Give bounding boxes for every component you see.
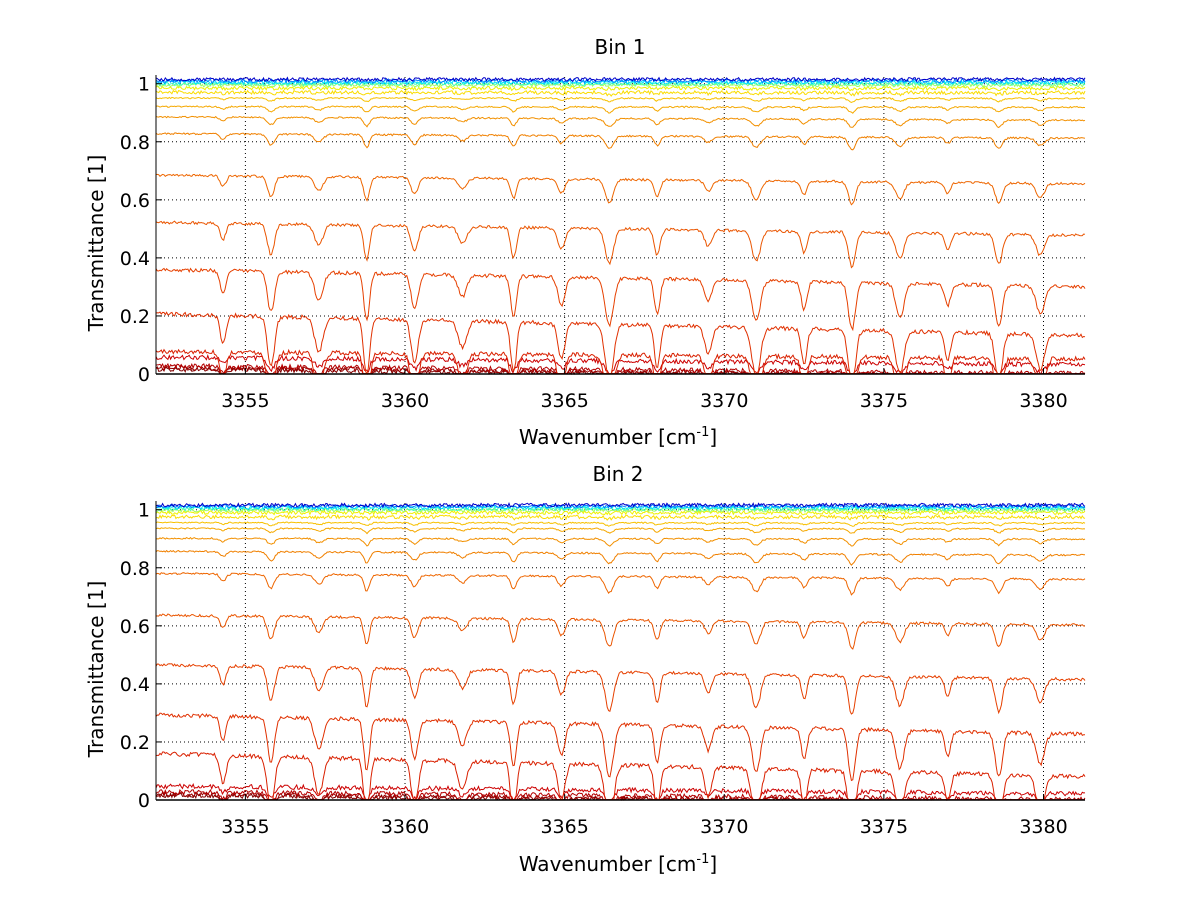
series-line: [155, 509, 1086, 516]
series-line: [155, 362, 1086, 376]
axes-frame: [155, 501, 1085, 801]
x-axis-label: Wavenumber [cm-1]: [519, 852, 717, 876]
y-tick-label: 1: [138, 500, 150, 522]
y-tick-label: 0.2: [120, 306, 150, 328]
series-line: [155, 220, 1086, 269]
series-line: [155, 267, 1086, 332]
series-line: [155, 89, 1086, 97]
x-tick-label: 3380: [1019, 390, 1067, 412]
series-line: [155, 76, 1086, 83]
tick-labels: 3355 3360 3365 3370 3375 3380 0 0.2 0.4 0.6 0.8 1: [120, 500, 1068, 838]
series-line: [155, 549, 1086, 566]
series-line: [155, 751, 1086, 801]
y-tick-label: 0.6: [120, 190, 150, 212]
y-axis-label: Transmittance [1]: [84, 155, 108, 333]
y-tick-label: 0.8: [120, 558, 150, 580]
series-line: [155, 132, 1086, 151]
x-tick-label: 3355: [221, 816, 269, 838]
series-line: [155, 572, 1086, 596]
y-axis-label: Transmittance [1]: [84, 581, 108, 759]
series-line: [155, 513, 1086, 521]
series-line: [155, 502, 1086, 508]
x-tick-label: 3370: [700, 390, 748, 412]
series-line: [155, 712, 1085, 782]
panel-bin-2: Bin 2 3355 3360 3365 3370 3375 3380 0 0.2 0.4 0.6…: [84, 462, 1086, 876]
series-group: [155, 502, 1086, 802]
x-tick-label: 3370: [700, 816, 748, 838]
panel-title: Bin 2: [592, 462, 643, 486]
series-line: [155, 503, 1086, 510]
series-line: [155, 783, 1086, 802]
x-tick-label: 3360: [381, 390, 429, 412]
series-line: [155, 96, 1086, 103]
series-line: [155, 536, 1086, 547]
y-tick-label: 1: [138, 74, 150, 96]
y-tick-label: 0.8: [120, 132, 150, 154]
x-axis-label: Wavenumber [cm-1]: [519, 425, 717, 449]
series-line: [155, 663, 1086, 715]
series-line: [155, 173, 1086, 206]
x-tick-label: 3355: [221, 390, 269, 412]
x-tick-label: 3375: [860, 390, 908, 412]
x-tick-label: 3380: [1019, 816, 1067, 838]
x-tick-label: 3365: [540, 816, 588, 838]
series-line: [155, 354, 1086, 375]
x-tick-label: 3375: [860, 816, 908, 838]
series-line: [155, 521, 1086, 527]
series-line: [155, 105, 1086, 114]
y-tick-label: 0.4: [120, 248, 150, 270]
y-tick-label: 0: [138, 790, 150, 812]
y-tick-label: 0.2: [120, 732, 150, 754]
series-line: [155, 527, 1086, 535]
series-line: [155, 311, 1086, 375]
y-tick-label: 0: [138, 364, 150, 386]
series-line: [155, 85, 1086, 92]
panel-bin-1: Bin 1 3355 3360 3365 3370 3375 3380 0 0.2 0.4 0.6…: [84, 35, 1086, 449]
series-line: [155, 788, 1086, 802]
series-line: [155, 77, 1086, 84]
x-tick-label: 3365: [540, 390, 588, 412]
y-tick-label: 0.4: [120, 674, 150, 696]
x-tick-label: 3360: [381, 816, 429, 838]
panel-title: Bin 1: [594, 35, 645, 59]
series-line: [155, 613, 1086, 650]
series-line: [155, 348, 1086, 375]
series-line: [155, 115, 1086, 129]
axes-frame: [155, 75, 1085, 375]
tick-labels: 3355 3360 3365 3370 3375 3380 0 0.2 0.4 0.6 0.8 1: [120, 74, 1068, 412]
y-tick-label: 0.6: [120, 616, 150, 638]
